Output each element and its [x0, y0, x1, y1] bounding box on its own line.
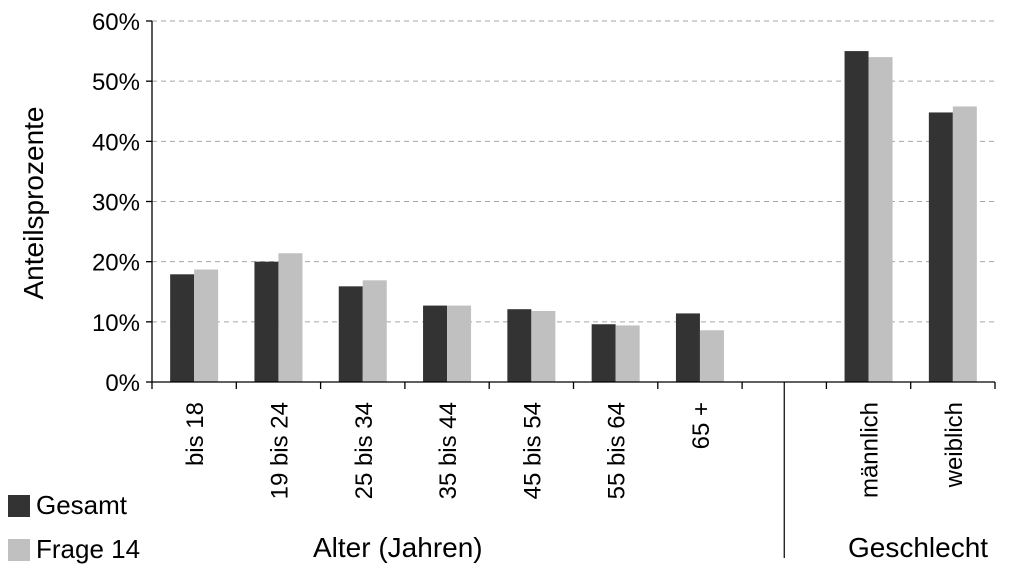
bar-frage-14-männlich [868, 57, 893, 382]
legend-label-gesamt: Gesamt [36, 490, 128, 520]
y-tick-label-40: 40% [92, 129, 140, 156]
x-tick-label-55-bis-64: 55 bis 64 [604, 402, 631, 499]
bar-frage-14-65 [699, 330, 724, 382]
y-tick-label-10: 10% [92, 310, 140, 337]
bar-gesamt-35-bis-44 [423, 305, 448, 382]
bar-frage-14-weiblich [952, 106, 977, 382]
y-axis-label: Anteilsprozente [18, 106, 49, 299]
bar-frage-14-45-bis-54 [531, 311, 556, 382]
x-tick-labels: bis 18 19 bis 24 25 bis 34 35 bis 44 45 bis … [182, 402, 968, 499]
y-tick-label-30: 30% [92, 190, 140, 217]
bar-gesamt-weiblich [928, 112, 953, 382]
y-tick-label-60: 60% [92, 9, 140, 36]
x-group-label-geschlecht: Geschlecht [848, 532, 989, 563]
legend-label-frage-14: Frage 14 [36, 534, 141, 564]
x-tick-label-35-bis-44: 35 bis 44 [435, 402, 462, 499]
bar-gesamt-19-bis-24 [254, 261, 279, 382]
y-tick-labels: 0% 10% 20% 30% 40% 50% 60% [92, 9, 140, 397]
axes [146, 20, 996, 558]
x-tick-label-männlich: männlich [857, 402, 884, 498]
bar-frage-14-19-bis-24 [278, 253, 303, 382]
bar-frage-14-55-bis-64 [615, 325, 640, 382]
x-tick-label-25-bis-34: 25 bis 34 [351, 402, 378, 499]
bar-frage-14-bis-18 [194, 269, 219, 382]
legend-swatch-gesamt [8, 494, 30, 517]
x-tick-label-bis-18: bis 18 [182, 402, 209, 466]
x-tick-label-65: 65 + [688, 402, 715, 449]
y-tick-label-20: 20% [92, 250, 140, 277]
bar-gesamt-männlich [844, 51, 869, 382]
bar-gesamt-45-bis-54 [507, 309, 532, 382]
bar-gesamt-65 [675, 313, 700, 382]
bar-frage-14-25-bis-34 [362, 280, 387, 382]
x-tick-label-19-bis-24: 19 bis 24 [266, 402, 293, 499]
y-tick-label-50: 50% [92, 69, 140, 96]
y-tick-label-0: 0% [105, 370, 140, 397]
legend-swatch-frage-14 [8, 538, 30, 561]
bars [170, 51, 977, 382]
bar-gesamt-55-bis-64 [591, 324, 616, 382]
bar-frage-14-35-bis-44 [447, 305, 472, 382]
bar-gesamt-25-bis-34 [338, 286, 363, 382]
legend-item-frage-14: Frage 14 [8, 534, 140, 565]
x-group-label-alter: Alter (Jahren) [313, 532, 483, 563]
bar-gesamt-bis-18 [170, 274, 195, 382]
x-tick-label-weiblich: weiblich [941, 402, 968, 488]
legend-item-gesamt: Gesamt [8, 490, 127, 521]
x-tick-label-45-bis-54: 45 bis 54 [519, 402, 546, 499]
